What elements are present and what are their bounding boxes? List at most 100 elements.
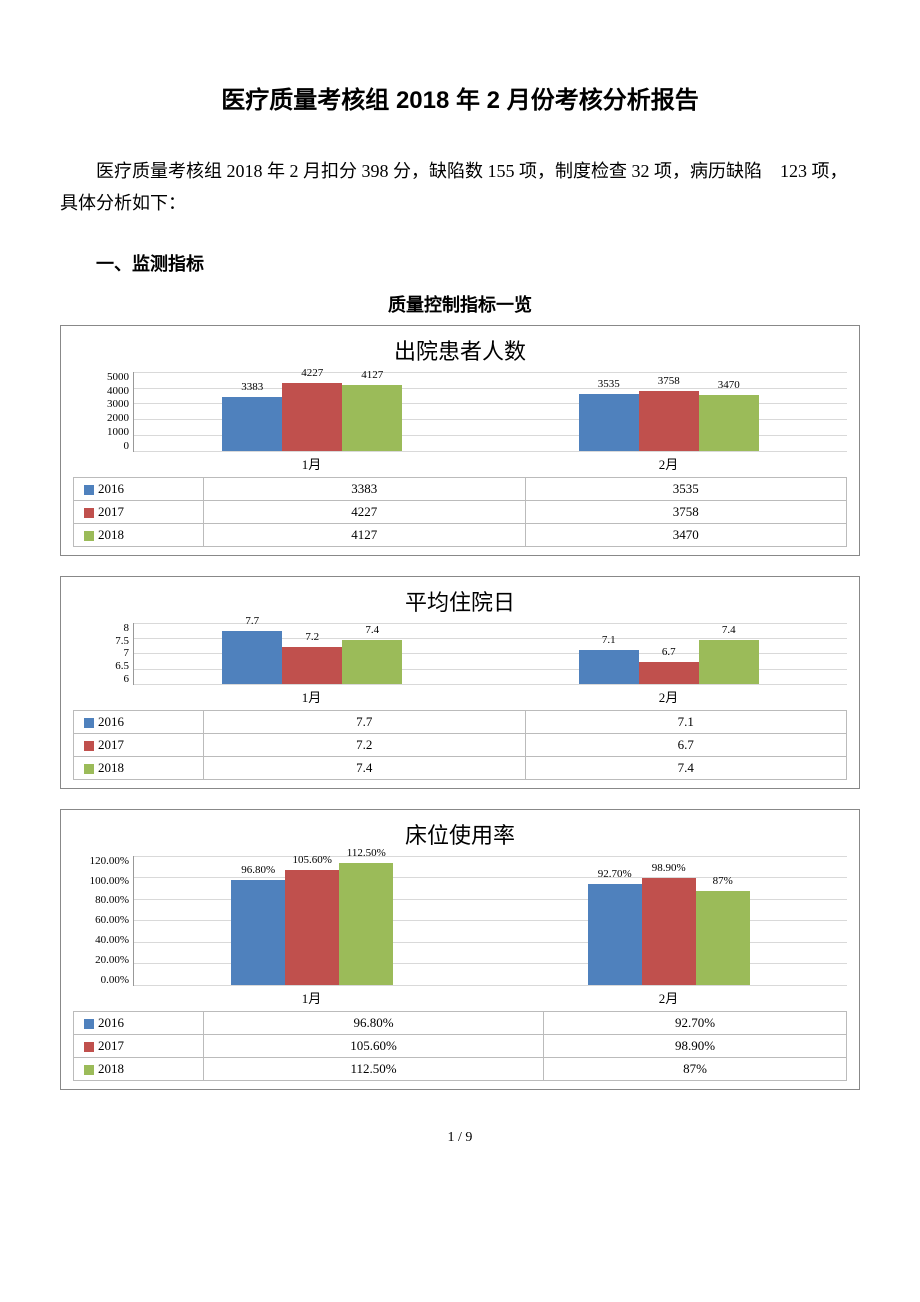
bar-group: 7.77.27.4 (134, 623, 491, 684)
y-tick: 100.00% (90, 876, 129, 887)
bar-group: 96.80%105.60%112.50% (134, 856, 491, 985)
data-cell: 3470 (525, 523, 847, 546)
legend-cell: 2018 (74, 756, 204, 779)
bar: 105.60% (285, 870, 339, 984)
y-tick: 6 (124, 674, 130, 685)
data-cell: 4127 (204, 523, 526, 546)
bar-label: 6.7 (662, 646, 676, 658)
bar-label: 7.1 (602, 634, 616, 646)
x-axis: 1月2月 (133, 452, 847, 473)
bar-label: 87% (713, 875, 733, 887)
bar: 6.7 (639, 662, 699, 684)
page-number: 1 / 9 (60, 1130, 860, 1146)
y-tick: 2000 (107, 413, 129, 424)
data-cell: 7.2 (204, 733, 526, 756)
bar-label: 96.80% (241, 864, 275, 876)
table-row: 20167.77.1 (74, 710, 847, 733)
bar-label: 7.4 (365, 624, 379, 636)
table-row: 20177.26.7 (74, 733, 847, 756)
legend-label: 2018 (98, 1061, 124, 1076)
page-title: 医疗质量考核组 2018 年 2 月份考核分析报告 (60, 80, 860, 115)
y-tick: 0 (124, 441, 130, 452)
y-tick: 60.00% (95, 915, 129, 926)
bar-label: 3535 (598, 378, 620, 390)
legend-swatch (84, 1019, 94, 1029)
legend-label: 2016 (98, 714, 124, 729)
x-tick: 1月 (133, 685, 490, 706)
bar-label: 4227 (301, 367, 323, 379)
legend-label: 2018 (98, 760, 124, 775)
data-cell: 3758 (525, 500, 847, 523)
table-row: 20187.47.4 (74, 756, 847, 779)
data-cell: 112.50% (204, 1057, 544, 1080)
bar: 96.80% (231, 880, 285, 985)
bar-label: 112.50% (347, 847, 386, 859)
x-tick: 2月 (490, 986, 847, 1007)
chart-box: 床位使用率120.00%100.00%80.00%60.00%40.00%20.… (60, 809, 860, 1090)
y-axis: 87.576.56 (73, 623, 133, 685)
bar-label: 105.60% (293, 854, 332, 866)
legend-cell: 2016 (74, 1011, 204, 1034)
plot-area: 96.80%105.60%112.50%92.70%98.90%87% (133, 856, 847, 986)
plot-wrap: 5000400030002000100003383422741273535375… (73, 372, 847, 452)
table-row: 2018 112.50%87% (74, 1057, 847, 1080)
bar: 7.2 (282, 647, 342, 684)
y-tick: 120.00% (90, 856, 129, 867)
bar-label: 3470 (718, 379, 740, 391)
bar-label: 3758 (658, 375, 680, 387)
legend-cell: 2017 (74, 733, 204, 756)
x-tick: 1月 (133, 986, 490, 1007)
y-tick: 7.5 (115, 636, 129, 647)
legend-swatch (84, 531, 94, 541)
bar: 7.7 (222, 631, 282, 684)
data-cell: 87% (544, 1057, 847, 1080)
legend-label: 2018 (98, 527, 124, 542)
chart-title: 平均住院日 (73, 585, 847, 617)
y-tick: 0.00% (101, 975, 129, 986)
y-axis: 120.00%100.00%80.00%60.00%40.00%20.00%0.… (73, 856, 133, 986)
y-tick: 20.00% (95, 955, 129, 966)
bar-label: 7.4 (722, 624, 736, 636)
y-tick: 4000 (107, 386, 129, 397)
bar: 3383 (222, 397, 282, 451)
data-cell: 3383 (204, 477, 526, 500)
data-table: 201633833535201742273758201841273470 (73, 477, 847, 547)
y-tick: 6.5 (115, 661, 129, 672)
bar: 7.4 (699, 640, 759, 683)
bar-label: 98.90% (652, 862, 686, 874)
data-cell: 105.60% (204, 1034, 544, 1057)
y-axis: 500040003000200010000 (73, 372, 133, 452)
legend-cell: 2016 (74, 710, 204, 733)
y-tick: 40.00% (95, 935, 129, 946)
bar-label: 3383 (241, 381, 263, 393)
bar-group: 338342274127 (134, 372, 491, 451)
section-heading-1: 一、监测指标 (60, 250, 860, 276)
data-cell: 3535 (525, 477, 847, 500)
y-tick: 3000 (107, 399, 129, 410)
plot-area: 338342274127 3535 3758 3470 (133, 372, 847, 452)
legend-label: 2016 (98, 481, 124, 496)
legend-swatch (84, 485, 94, 495)
legend-cell: 2018 (74, 1057, 204, 1080)
x-axis: 1月2月 (133, 986, 847, 1007)
chart-title: 出院患者人数 (73, 334, 847, 366)
legend-cell: 2017 (74, 1034, 204, 1057)
x-tick: 2月 (490, 452, 847, 473)
data-cell: 96.80% (204, 1011, 544, 1034)
y-tick: 7 (124, 648, 130, 659)
data-table: 201696.80%92.70%2017105.60%98.90%2018112… (73, 1011, 847, 1081)
bar-group: 92.70%98.90%87% (491, 856, 848, 985)
legend-swatch (84, 1042, 94, 1052)
y-tick: 5000 (107, 372, 129, 383)
bar-label: 4127 (361, 369, 383, 381)
x-axis: 1月2月 (133, 685, 847, 706)
legend-label: 2016 (98, 1015, 124, 1030)
table-row: 2016 33833535 (74, 477, 847, 500)
bar: 7.4 (342, 640, 402, 683)
x-tick: 2月 (490, 685, 847, 706)
data-cell: 98.90% (544, 1034, 847, 1057)
legend-label: 2017 (98, 1038, 124, 1053)
legend-swatch (84, 1065, 94, 1075)
chart-box: 平均住院日87.576.567.77.27.47.16.77.41月2月2016… (60, 576, 860, 789)
chart-box: 出院患者人数5000400030002000100003383422741273… (60, 325, 860, 556)
